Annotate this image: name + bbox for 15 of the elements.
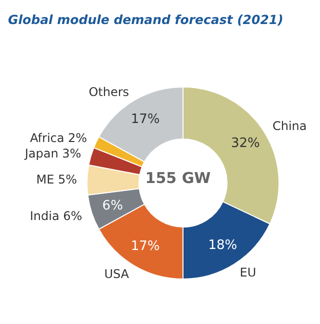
data-label: 17%: [130, 239, 160, 254]
slice-label: ME 5%: [36, 172, 78, 187]
slice-label: India 6%: [30, 208, 82, 223]
slice-label: Africa 2%: [30, 130, 88, 145]
data-label: 32%: [231, 136, 260, 151]
slice-label: Japan 3%: [24, 146, 82, 160]
slice-label: Others: [88, 84, 130, 99]
slice-label: China: [272, 119, 307, 134]
slice-label: EU: [240, 266, 256, 280]
chart-title: Global module demand forecast (2021): [8, 12, 284, 27]
data-label: 18%: [208, 238, 238, 253]
slice-label: USA: [104, 267, 130, 282]
text: 155 GW: [145, 169, 212, 187]
data-label: 6%: [102, 198, 123, 214]
data-label: 17%: [130, 112, 160, 127]
